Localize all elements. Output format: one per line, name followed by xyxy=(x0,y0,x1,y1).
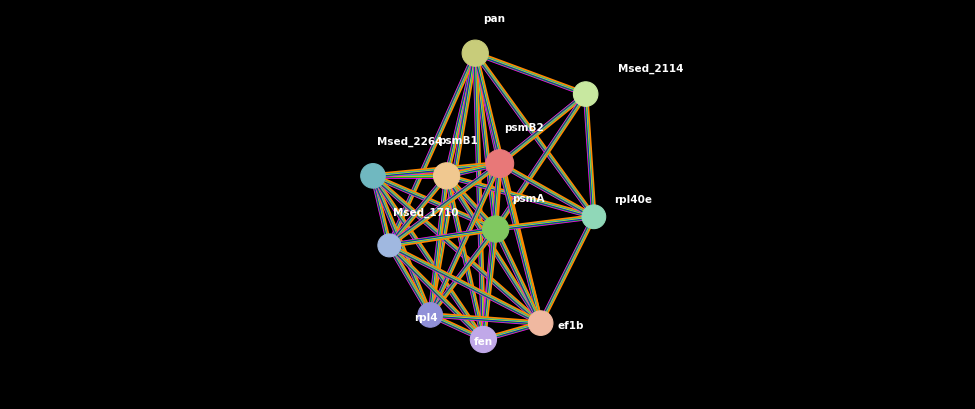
Circle shape xyxy=(361,164,385,188)
Circle shape xyxy=(378,234,401,257)
Text: psmB2: psmB2 xyxy=(504,124,544,133)
Text: psmB1: psmB1 xyxy=(439,137,478,146)
Circle shape xyxy=(470,326,496,353)
Text: Msed_2114: Msed_2114 xyxy=(618,63,683,74)
Text: psmA: psmA xyxy=(512,194,545,204)
Circle shape xyxy=(528,311,553,335)
Circle shape xyxy=(486,150,514,178)
Circle shape xyxy=(573,82,598,106)
Text: fen: fen xyxy=(474,337,493,347)
Circle shape xyxy=(418,303,443,327)
Text: pan: pan xyxy=(484,14,505,24)
Text: rpl40e: rpl40e xyxy=(614,195,652,205)
Text: rpl4: rpl4 xyxy=(414,313,438,323)
Circle shape xyxy=(483,216,509,242)
Text: Msed_1710: Msed_1710 xyxy=(394,207,459,218)
Circle shape xyxy=(434,163,459,189)
Circle shape xyxy=(462,40,488,66)
Text: Msed_2264: Msed_2264 xyxy=(377,137,443,147)
Circle shape xyxy=(582,205,605,229)
Text: ef1b: ef1b xyxy=(557,321,583,331)
